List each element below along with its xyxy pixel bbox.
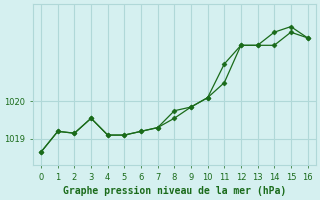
X-axis label: Graphe pression niveau de la mer (hPa): Graphe pression niveau de la mer (hPa) (63, 186, 286, 196)
